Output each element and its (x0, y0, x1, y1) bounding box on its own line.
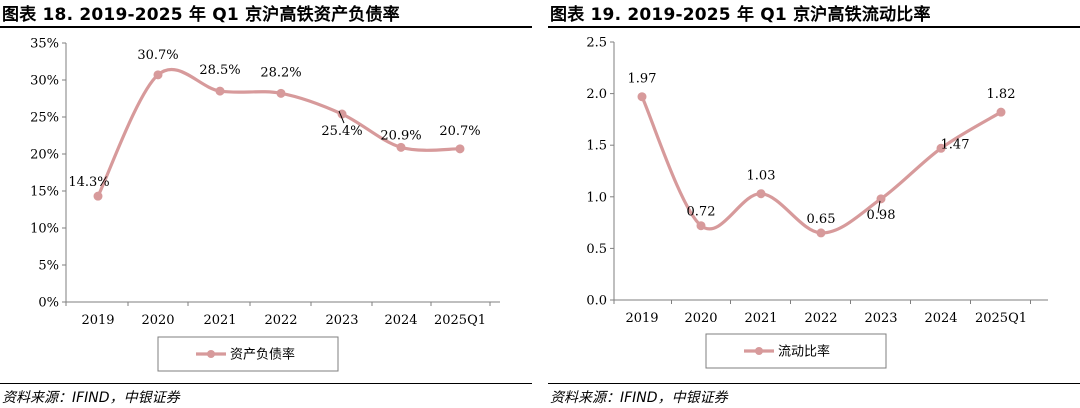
data-point (93, 191, 103, 201)
chart-current-ratio: 0.0 0.5 1.0 1.5 2.0 2.5 2019 2020 2021 2022 2023 20… (586, 36, 1048, 369)
source-divider (0, 383, 532, 384)
data-label: 28.2% (260, 65, 301, 80)
data-label: 0.72 (687, 205, 716, 220)
y-tick-label: 0.5 (586, 242, 607, 257)
y-tick-label: 5% (38, 259, 59, 274)
x-tick-label: 2023 (864, 311, 897, 326)
source-note: 资料来源：IFIND，中银证券 (2, 390, 180, 406)
data-label: 20.7% (439, 124, 480, 139)
data-label: 30.7% (137, 48, 178, 63)
legend-label: 流动比率 (778, 344, 830, 360)
data-point (816, 228, 826, 238)
legend-label: 资产负债率 (230, 347, 295, 363)
data-point (637, 92, 647, 102)
data-label: 1.03 (747, 169, 776, 184)
y-tick-label: 1.5 (586, 139, 607, 154)
y-tick-label: 0% (38, 296, 59, 311)
data-label: 1.97 (628, 72, 657, 87)
legend-marker (755, 347, 763, 355)
y-tick-label: 10% (30, 222, 59, 237)
x-tick-label: 2019 (81, 313, 114, 328)
data-point (996, 107, 1006, 117)
data-point (215, 86, 225, 96)
data-label: 28.5% (199, 63, 240, 78)
data-label: 1.82 (987, 87, 1016, 102)
legend-box (157, 336, 339, 372)
figure-title: 图表 18. 2019-2025 年 Q1 京沪高铁资产负债率 (2, 5, 400, 25)
data-label: 0.98 (867, 208, 896, 223)
data-point (455, 144, 465, 154)
chart-debt-ratio: 0% 5% 10% 15% 20% 25% 30% 35% 2019 2020 2021 2022 20… (30, 37, 500, 372)
chart-panel-debt-ratio: 图表 18. 2019-2025 年 Q1 京沪高铁资产负债率 0% 5% 10% 1… (0, 0, 532, 408)
data-point (876, 194, 886, 204)
legend-marker (207, 350, 215, 358)
y-tick-label: 20% (30, 148, 59, 163)
figure-title: 图表 19. 2019-2025 年 Q1 京沪高铁流动比率 (550, 5, 931, 25)
data-point (696, 221, 706, 231)
y-tick-label: 25% (30, 111, 59, 126)
source-note: 资料来源：IFIND，中银证券 (550, 390, 728, 406)
title-divider (548, 26, 1080, 28)
data-label: 14.3% (68, 175, 109, 190)
title-divider (0, 26, 532, 28)
legend-box (705, 333, 887, 369)
data-point (936, 143, 946, 153)
data-label: 0.65 (807, 212, 836, 227)
data-label: 1.47 (941, 137, 970, 152)
x-tick-label: 2022 (804, 311, 837, 326)
x-tick-label: 2025Q1 (975, 311, 1027, 326)
data-point (153, 70, 163, 80)
source-divider (548, 383, 1080, 384)
data-label: 20.9% (380, 128, 421, 143)
data-label: 25.4% (321, 124, 362, 139)
x-tick-label: 2025Q1 (434, 313, 486, 328)
x-tick-label: 2020 (141, 313, 174, 328)
x-tick-label: 2019 (625, 311, 658, 326)
data-point (276, 88, 286, 98)
x-tick-label: 2024 (924, 311, 957, 326)
x-tick-label: 2021 (744, 311, 777, 326)
y-tick-label: 15% (30, 185, 59, 200)
x-tick-label: 2023 (325, 313, 358, 328)
data-point (756, 189, 766, 199)
data-point (396, 142, 406, 152)
y-tick-label: 2.5 (586, 36, 607, 51)
y-tick-label: 1.0 (586, 190, 607, 205)
x-tick-label: 2020 (684, 311, 717, 326)
x-tick-label: 2024 (384, 313, 417, 328)
leader-line (877, 200, 881, 213)
chart-panel-current-ratio: 图表 19. 2019-2025 年 Q1 京沪高铁流动比率 0.0 0.5 1.0… (548, 0, 1080, 408)
y-tick-label: 35% (30, 37, 59, 52)
y-tick-label: 2.0 (586, 87, 607, 102)
x-tick-label: 2022 (264, 313, 297, 328)
y-tick-label: 30% (30, 74, 59, 89)
y-tick-label: 0.0 (586, 294, 607, 309)
leader-line (338, 110, 345, 124)
x-tick-label: 2021 (203, 313, 236, 328)
